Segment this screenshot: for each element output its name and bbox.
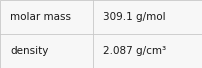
Text: 2.087 g/cm³: 2.087 g/cm³ [103, 46, 166, 56]
Text: 309.1 g/mol: 309.1 g/mol [103, 12, 166, 22]
Text: density: density [10, 46, 48, 56]
Text: molar mass: molar mass [10, 12, 71, 22]
